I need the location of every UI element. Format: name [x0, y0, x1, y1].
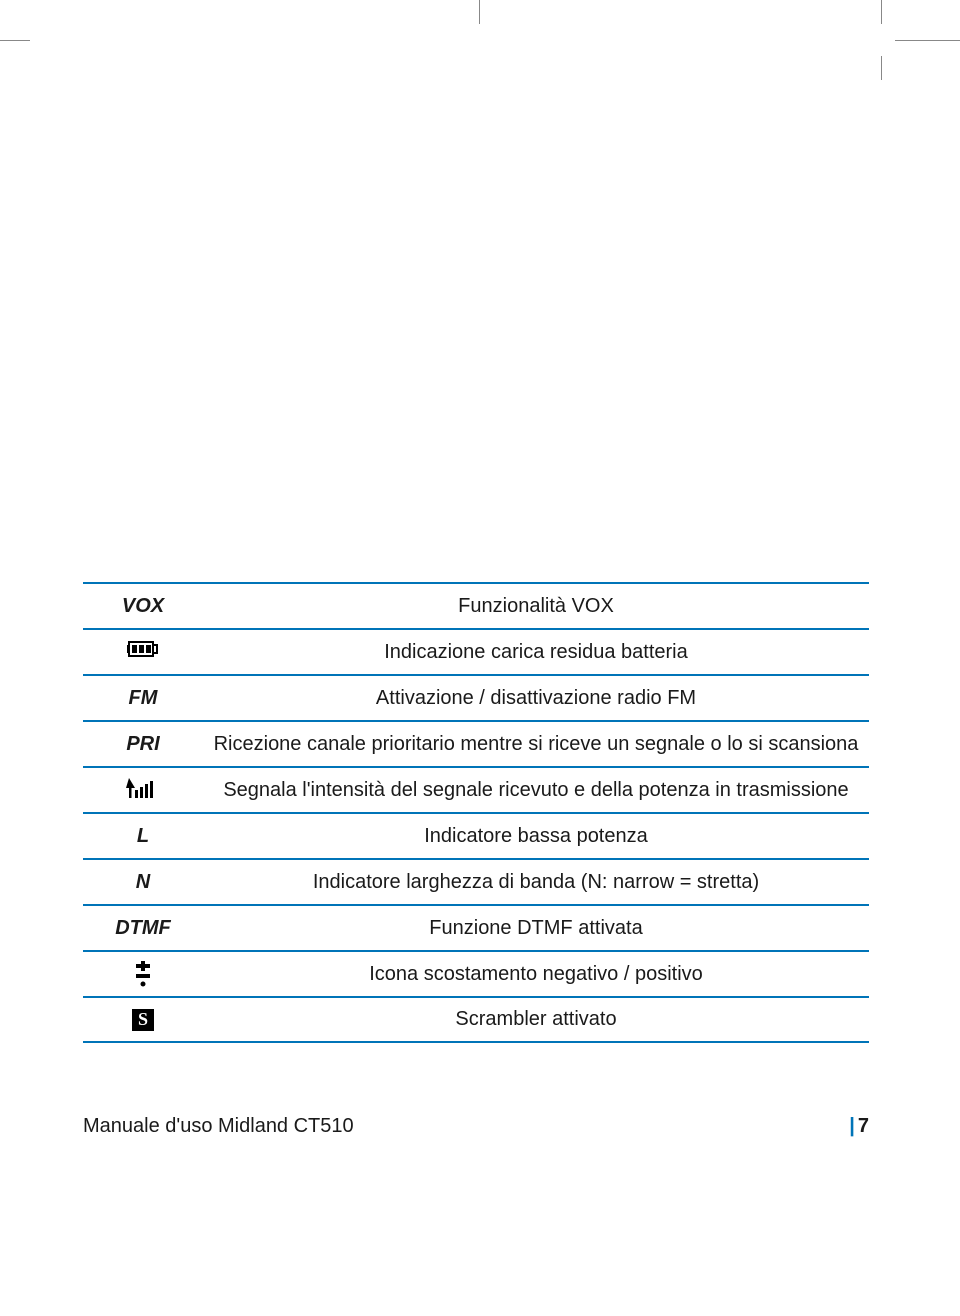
table-row: Icona scostamento negativo / positivo: [83, 950, 869, 996]
row-description: Indicazione carica residua batteria: [203, 639, 869, 666]
table-row: S Scrambler attivato: [83, 996, 869, 1043]
icon-legend-table: VOX Funzionalità VOX Indicazione carica …: [83, 582, 869, 1043]
battery-icon: [83, 640, 203, 664]
row-description: Indicatore bassa potenza: [203, 823, 869, 850]
row-description: Segnala l'intensità del segnale ricevuto…: [203, 777, 869, 804]
row-label-fm: FM: [83, 687, 203, 710]
row-description: Funzione DTMF attivata: [203, 915, 869, 942]
row-label-n: N: [83, 871, 203, 894]
table-row: PRI Ricezione canale prioritario mentre …: [83, 720, 869, 766]
table-row: DTMF Funzione DTMF attivata: [83, 904, 869, 950]
page-number: |7: [849, 1115, 869, 1138]
table-row: Indicazione carica residua batteria: [83, 628, 869, 674]
row-description: Indicatore larghezza di banda (N: narrow…: [203, 869, 869, 896]
row-label-dtmf: DTMF: [83, 917, 203, 940]
table-row: VOX Funzionalità VOX: [83, 582, 869, 628]
row-label-l: L: [83, 825, 203, 848]
page-footer: Manuale d'uso Midland CT510 |7: [83, 1115, 869, 1138]
signal-icon: [83, 776, 203, 804]
offset-icon: [83, 961, 203, 987]
scrambler-icon: S: [83, 1009, 203, 1031]
row-description: Funzionalità VOX: [203, 593, 869, 620]
manual-title: Manuale d'uso Midland CT510: [83, 1115, 354, 1138]
table-row: N Indicatore larghezza di banda (N: narr…: [83, 858, 869, 904]
row-label-pri: PRI: [83, 733, 203, 756]
row-description: Ricezione canale prioritario mentre si r…: [203, 731, 869, 758]
table-row: L Indicatore bassa potenza: [83, 812, 869, 858]
table-row: Segnala l'intensità del segnale ricevuto…: [83, 766, 869, 812]
row-description: Scrambler attivato: [203, 1006, 869, 1033]
row-description: Icona scostamento negativo / positivo: [203, 961, 869, 988]
row-label-vox: VOX: [83, 595, 203, 618]
table-row: FM Attivazione / disattivazione radio FM: [83, 674, 869, 720]
row-description: Attivazione / disattivazione radio FM: [203, 685, 869, 712]
